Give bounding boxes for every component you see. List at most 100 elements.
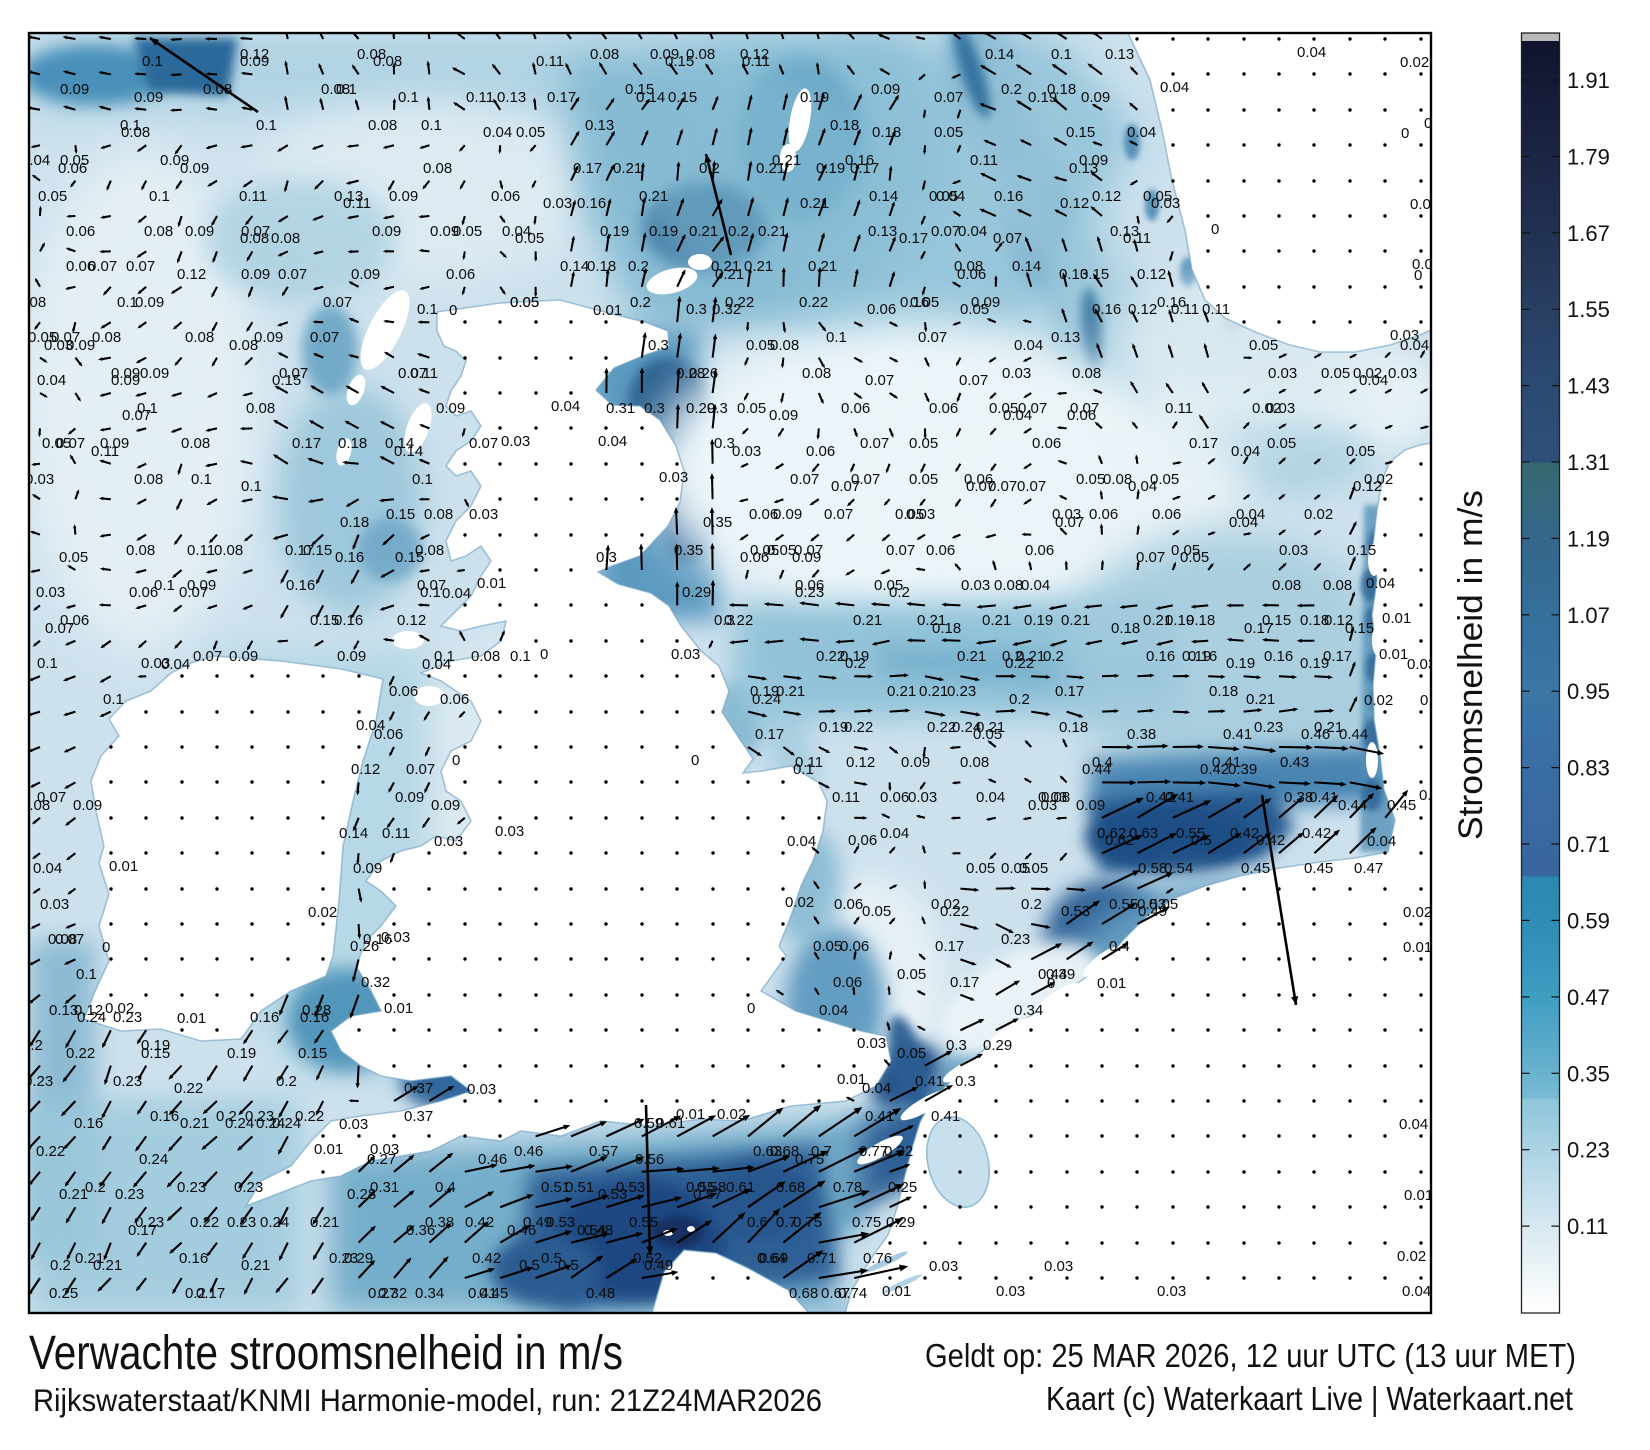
svg-text:0.04: 0.04 [1399,1116,1428,1133]
svg-text:0.09: 0.09 [254,329,283,346]
svg-text:0.15: 0.15 [141,1045,170,1062]
svg-text:0.34: 0.34 [1014,1002,1043,1019]
svg-text:0.01: 0.01 [177,1010,206,1027]
svg-text:0.59: 0.59 [1567,908,1610,933]
svg-text:0.12: 0.12 [74,1002,103,1019]
svg-text:0.74: 0.74 [838,1285,867,1302]
svg-text:0.26: 0.26 [689,365,718,382]
svg-text:0.05: 0.05 [929,188,958,205]
svg-text:0: 0 [452,752,460,769]
svg-text:0.12: 0.12 [1128,301,1157,318]
svg-text:0.12: 0.12 [740,46,769,63]
svg-text:0.03: 0.03 [1388,365,1417,382]
svg-text:0.08: 0.08 [423,160,452,177]
svg-text:0.09: 0.09 [769,407,798,424]
svg-text:0.13: 0.13 [1059,266,1088,283]
svg-text:0.02: 0.02 [1403,904,1432,921]
svg-text:0.07: 0.07 [993,230,1022,247]
svg-text:0.35: 0.35 [703,514,732,531]
svg-text:0.08: 0.08 [144,223,173,240]
svg-text:0.27: 0.27 [368,1285,397,1302]
svg-text:0.04: 0.04 [1021,577,1050,594]
svg-text:0.21: 0.21 [93,1257,122,1274]
svg-text:0.15: 0.15 [386,506,415,523]
svg-text:0.04: 0.04 [483,124,512,141]
svg-text:0.09: 0.09 [1076,797,1105,814]
svg-text:0.07: 0.07 [865,372,894,389]
svg-text:0.09: 0.09 [240,53,269,70]
svg-text:0.2: 0.2 [1002,648,1023,665]
svg-text:1.19: 1.19 [1567,526,1610,551]
svg-text:0.03: 0.03 [467,1081,496,1098]
svg-text:0.29: 0.29 [983,1037,1012,1054]
svg-text:0.01: 0.01 [676,1106,705,1123]
svg-text:0.46: 0.46 [1301,726,1330,743]
svg-text:0.05: 0.05 [510,294,539,311]
svg-text:0.04: 0.04 [1014,337,1043,354]
svg-text:0.1: 0.1 [76,966,97,983]
svg-text:0.09: 0.09 [134,89,163,106]
svg-text:0.03: 0.03 [908,789,937,806]
svg-text:0.23: 0.23 [234,1179,263,1196]
svg-text:0.28: 0.28 [302,1002,331,1019]
svg-text:0.08: 0.08 [126,542,155,559]
svg-text:0.1: 0.1 [142,53,163,70]
svg-text:0.06: 0.06 [833,974,862,991]
svg-text:0.46: 0.46 [507,1222,536,1239]
svg-text:0.04: 0.04 [1128,478,1157,495]
svg-text:0.05: 0.05 [746,337,775,354]
svg-text:0.21: 0.21 [853,612,882,629]
svg-text:0.03: 0.03 [370,1141,399,1158]
svg-text:0.37: 0.37 [404,1108,433,1125]
svg-text:0.13: 0.13 [497,89,526,106]
svg-text:0.4: 0.4 [1092,754,1113,771]
svg-text:0.32: 0.32 [884,1143,913,1160]
svg-text:0.02: 0.02 [308,904,337,921]
svg-text:0.14: 0.14 [636,89,665,106]
svg-text:0.18: 0.18 [872,124,901,141]
svg-text:0.42: 0.42 [1146,789,1175,806]
svg-text:0.2: 0.2 [85,1179,106,1196]
svg-text:0.06: 0.06 [129,584,158,601]
svg-text:0.22: 0.22 [927,719,956,736]
svg-text:0.07: 0.07 [279,365,308,382]
svg-text:0.03: 0.03 [40,896,69,913]
svg-text:0.12: 0.12 [397,612,426,629]
svg-text:0.04: 0.04 [1420,692,1449,709]
svg-text:0.46: 0.46 [478,1151,507,1168]
svg-text:0.11: 0.11 [410,365,438,382]
svg-text:0.31: 0.31 [606,400,635,417]
svg-text:0.21: 0.21 [1143,612,1172,629]
svg-text:0.11: 0.11 [239,188,267,205]
svg-text:0.08: 0.08 [214,542,243,559]
svg-text:0.21: 0.21 [919,683,948,700]
svg-text:0.03: 0.03 [906,506,935,523]
svg-text:0.08: 0.08 [368,117,397,134]
svg-text:Verwachte stroomsnelheid in m/: Verwachte stroomsnelheid in m/s [29,1327,623,1380]
svg-text:0.09: 0.09 [389,188,418,205]
svg-text:0.3: 0.3 [648,337,669,354]
svg-text:0.36: 0.36 [406,1222,435,1239]
svg-text:0: 0 [1211,221,1219,238]
svg-text:0.11: 0.11 [187,542,215,559]
svg-text:0.15: 0.15 [665,53,694,70]
svg-text:0.03: 0.03 [1390,327,1419,344]
svg-text:0.21: 0.21 [1061,612,1090,629]
svg-text:0.41: 0.41 [915,1073,944,1090]
svg-text:0.21: 0.21 [957,648,986,665]
svg-text:0.05: 0.05 [38,188,67,205]
svg-text:0.09: 0.09 [100,435,129,452]
svg-text:0: 0 [747,1000,755,1017]
svg-text:0.05: 0.05 [750,542,779,559]
svg-text:0.2: 0.2 [845,655,866,672]
svg-text:0.1: 0.1 [434,648,455,665]
svg-text:0.05: 0.05 [1001,860,1030,877]
svg-text:0.07: 0.07 [1136,549,1165,566]
svg-text:0.05: 0.05 [737,400,766,417]
svg-text:1.07: 1.07 [1567,603,1610,628]
svg-text:0.42: 0.42 [472,1250,501,1267]
svg-text:0.04: 0.04 [1366,575,1395,592]
svg-text:0.03: 0.03 [1044,1258,1073,1275]
svg-text:0.2: 0.2 [22,1037,43,1054]
svg-text:0.06: 0.06 [446,266,475,283]
